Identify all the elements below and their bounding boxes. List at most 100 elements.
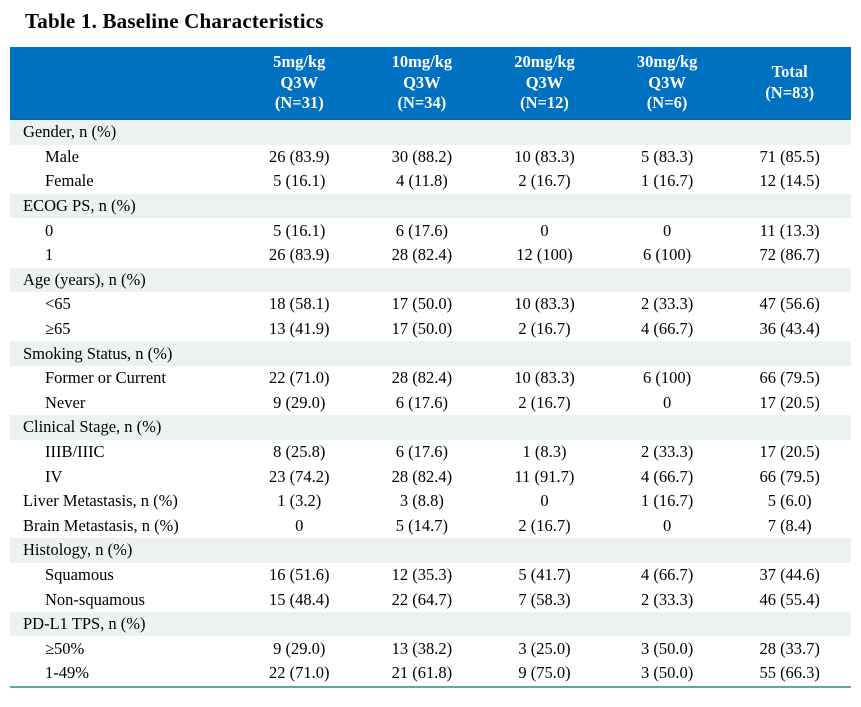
cell-value: 6 (17.6)	[395, 220, 449, 240]
cell-value: 13 (38.2)	[391, 638, 453, 658]
cell-value: 2 (16.7)	[518, 319, 571, 339]
table-body: Gender, n (%) Male 26 (83.9) 30 (88.2) 10 (8…	[10, 120, 851, 688]
table-row: Squamous 16 (51.6) 12 (35.3) 5 (41.7) 4 (66.…	[10, 563, 851, 588]
cell-value: 10 (83.3)	[514, 294, 575, 314]
cell-value: 13 (41.9)	[269, 319, 330, 339]
label-column-header	[10, 47, 238, 119]
row-label: IV	[45, 466, 63, 486]
cell-value: 6 (17.6)	[395, 392, 449, 412]
cell-value: 5 (83.3)	[640, 146, 694, 166]
cell-value: 2 (16.7)	[518, 515, 571, 535]
table-row: PD-L1 TPS, n (%)	[10, 611, 851, 637]
table-row: <65 18 (58.1) 17 (50.0) 10 (83.3) 2 (33.3) 47…	[10, 292, 851, 317]
row-label: PD-L1 TPS, n (%)	[23, 614, 146, 634]
cell-value: 4 (66.7)	[640, 564, 694, 584]
row-label: Clinical Stage, n (%)	[23, 417, 162, 437]
cell-value: 22 (71.0)	[269, 663, 330, 683]
cell-value: 17 (20.5)	[759, 392, 820, 412]
row-label: ECOG PS, n (%)	[23, 196, 136, 216]
table-row: Brain Metastasis, n (%) 0 5 (14.7) 2 (16.7)…	[10, 514, 851, 539]
page-title: Table 1. Baseline Characteristics	[25, 9, 324, 33]
cell-value: 28 (82.4)	[391, 245, 453, 265]
column-header-2: 20mg/kg Q3W (N=12)	[514, 52, 575, 113]
cell-value: 55 (66.3)	[759, 663, 820, 683]
table-row: Gender, n (%)	[10, 120, 851, 145]
table-row: 1-49% 22 (71.0) 21 (61.8) 9 (75.0) 3 (50.0) 5…	[10, 661, 851, 686]
table-row: Age (years), n (%)	[10, 267, 851, 293]
cell-value: 3 (50.0)	[640, 663, 694, 683]
cell-value: 21 (61.8)	[391, 663, 453, 683]
cell-value: 30 (88.2)	[391, 146, 453, 166]
cell-value: 18 (58.1)	[269, 294, 330, 314]
row-label: Former or Current	[45, 368, 166, 388]
column-header-4: Total (N=83)	[765, 62, 815, 102]
cell-value: 22 (71.0)	[269, 368, 330, 388]
cell-value: 10 (83.3)	[514, 146, 575, 166]
cell-value: 47 (56.6)	[759, 294, 820, 314]
cell-value: 6 (100)	[643, 245, 692, 265]
table-row: Male 26 (83.9) 30 (88.2) 10 (83.3) 5 (83.3) 7…	[10, 145, 851, 170]
cell-value: 1 (16.7)	[640, 171, 694, 191]
row-label: Female	[45, 171, 94, 191]
row-label: Never	[45, 392, 86, 412]
cell-value: 23 (74.2)	[269, 466, 330, 486]
cell-value: 2 (16.7)	[518, 392, 571, 412]
row-label: Non-squamous	[45, 589, 145, 609]
cell-value: 5 (6.0)	[767, 491, 812, 511]
cell-value: 71 (85.5)	[759, 146, 820, 166]
table-row: Non-squamous 15 (48.4) 22 (64.7) 7 (58.3) 2 …	[10, 587, 851, 612]
column-header-3: 30mg/kg Q3W (N=6)	[636, 52, 698, 113]
cell-value: 72 (86.7)	[759, 245, 820, 265]
cell-value: 3 (50.0)	[640, 638, 694, 658]
cell-value: 28 (33.7)	[759, 638, 820, 658]
cell-value: 1 (8.3)	[522, 442, 567, 462]
cell-value: 1 (3.2)	[277, 491, 322, 511]
baseline-characteristics-table: 5mg/kg Q3W (N=31) 10mg/kg Q3W (N=34) 20mg/…	[10, 47, 851, 688]
cell-value: 26 (83.9)	[269, 146, 330, 166]
cell-value: 4 (66.7)	[640, 466, 694, 486]
table-row: 0 5 (16.1) 6 (17.6) 0 0 11 (13.3)	[10, 218, 851, 243]
cell-value: 3 (25.0)	[518, 638, 571, 658]
row-label: IIIB/IIIC	[45, 442, 105, 462]
table-row: IIIB/IIIC 8 (25.8) 6 (17.6) 1 (8.3) 2 (33.3)…	[10, 440, 851, 465]
cell-value: 8 (25.8)	[273, 442, 326, 462]
table-row: ECOG PS, n (%)	[10, 193, 851, 219]
cell-value: 12 (100)	[516, 245, 573, 265]
row-label: ≥50%	[45, 638, 85, 658]
cell-value: 22 (64.7)	[391, 589, 453, 609]
cell-value: 12 (35.3)	[391, 564, 453, 584]
row-label: Smoking Status, n (%)	[23, 343, 173, 363]
cell-value: 3 (8.8)	[399, 491, 444, 511]
cell-value: 36 (43.4)	[759, 319, 820, 339]
cell-value: 6 (17.6)	[395, 442, 449, 462]
cell-value: 0	[295, 515, 304, 535]
cell-value: 10 (83.3)	[514, 368, 575, 388]
cell-value: 4 (66.7)	[640, 319, 694, 339]
row-label: 1	[45, 245, 54, 265]
cell-value: 2 (16.7)	[518, 171, 571, 191]
table-row: Former or Current 22 (71.0) 28 (82.4) 10 (8…	[10, 366, 851, 391]
cell-value: 9 (75.0)	[518, 663, 571, 683]
cell-value: 1 (16.7)	[640, 491, 694, 511]
cell-value: 26 (83.9)	[269, 245, 330, 265]
table-row: 1 26 (83.9) 28 (82.4) 12 (100) 6 (100) 72 (86…	[10, 243, 851, 268]
cell-value: 37 (44.6)	[759, 564, 820, 584]
row-label: <65	[45, 294, 71, 314]
row-label: Gender, n (%)	[23, 122, 117, 142]
cell-value: 9 (29.0)	[273, 638, 326, 658]
cell-value: 11 (91.7)	[514, 466, 575, 486]
cell-value: 17 (50.0)	[391, 294, 453, 314]
cell-value: 0	[662, 220, 672, 240]
cell-value: 16 (51.6)	[269, 564, 330, 584]
row-label: 1-49%	[45, 663, 89, 683]
row-label: ≥65	[45, 319, 71, 339]
cell-value: 0	[540, 220, 549, 240]
cell-value: 15 (48.4)	[269, 589, 330, 609]
table-row: Liver Metastasis, n (%) 1 (3.2) 3 (8.8) 0 1 …	[10, 489, 851, 514]
cell-value: 5 (14.7)	[395, 515, 449, 535]
cell-value: 6 (100)	[643, 368, 692, 388]
cell-value: 7 (8.4)	[767, 515, 812, 535]
table-row: ≥65 13 (41.9) 17 (50.0) 2 (16.7) 4 (66.7) 36 …	[10, 317, 851, 342]
cell-value: 2 (33.3)	[640, 442, 694, 462]
cell-value: 28 (82.4)	[391, 368, 453, 388]
